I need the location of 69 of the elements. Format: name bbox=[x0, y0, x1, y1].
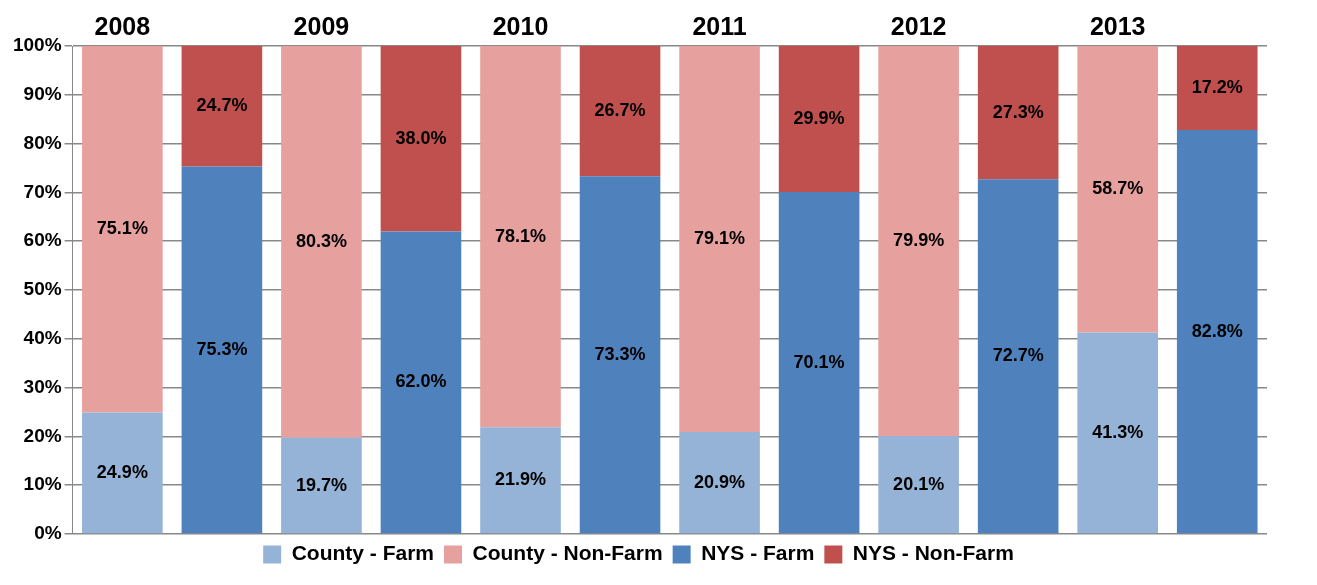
data-label: 70.1% bbox=[793, 351, 845, 372]
data-label: 20.9% bbox=[694, 471, 746, 492]
data-label: 24.7% bbox=[196, 95, 248, 116]
bar bbox=[82, 412, 163, 534]
data-label: 41.3% bbox=[1092, 421, 1144, 442]
data-label: 19.7% bbox=[295, 474, 347, 495]
bar bbox=[281, 46, 362, 438]
bar bbox=[82, 46, 163, 413]
x-tick-label: 2009 bbox=[293, 11, 350, 40]
bar bbox=[480, 46, 561, 428]
y-tick-label: 90% bbox=[23, 83, 62, 105]
bar bbox=[1077, 332, 1159, 534]
bar bbox=[1077, 46, 1159, 333]
bar bbox=[679, 46, 760, 433]
bar bbox=[380, 46, 462, 232]
data-label: 24.9% bbox=[96, 461, 148, 482]
data-label: 27.3% bbox=[992, 101, 1044, 122]
bar bbox=[1176, 46, 1258, 130]
data-label: 38.0% bbox=[395, 127, 447, 148]
y-tick-label: 10% bbox=[23, 473, 62, 495]
x-tick-label: 2011 bbox=[692, 11, 747, 40]
bar bbox=[579, 176, 661, 534]
data-label: 58.7% bbox=[1092, 178, 1144, 199]
data-label: 75.1% bbox=[96, 218, 148, 239]
bar bbox=[181, 166, 263, 534]
bar bbox=[778, 191, 860, 534]
y-tick-label: 80% bbox=[23, 131, 62, 153]
data-label: 26.7% bbox=[594, 100, 646, 121]
y-tick-label: 20% bbox=[23, 424, 62, 446]
x-tick-label: 2013 bbox=[1089, 11, 1146, 40]
bar bbox=[579, 46, 661, 177]
data-label: 20.1% bbox=[893, 473, 945, 494]
legend-label: County - Farm bbox=[291, 541, 434, 565]
bar bbox=[778, 46, 860, 192]
data-label: 75.3% bbox=[196, 338, 248, 359]
data-label: 17.2% bbox=[1191, 76, 1243, 97]
y-tick-label: 0% bbox=[34, 522, 62, 544]
bar bbox=[878, 46, 959, 436]
legend-label: NYS - Non-Farm bbox=[852, 541, 1014, 565]
y-tick-label: 70% bbox=[23, 180, 62, 202]
data-label: 29.9% bbox=[793, 107, 845, 128]
data-label: 79.9% bbox=[893, 229, 945, 250]
bar bbox=[878, 435, 959, 534]
bar bbox=[679, 432, 760, 534]
bar bbox=[480, 427, 561, 534]
y-tick-label: 40% bbox=[23, 327, 62, 349]
y-tick-label: 30% bbox=[23, 375, 62, 397]
data-label: 78.1% bbox=[494, 225, 547, 246]
legend-label: County - Non-Farm bbox=[472, 541, 663, 565]
y-tick-label: 100% bbox=[12, 34, 62, 56]
data-label: 62.0% bbox=[395, 371, 447, 392]
data-label: 79.1% bbox=[694, 227, 746, 248]
bar bbox=[181, 46, 263, 167]
bar bbox=[977, 46, 1059, 180]
data-label: 82.8% bbox=[1191, 320, 1243, 341]
bar bbox=[380, 231, 462, 534]
y-tick-label: 50% bbox=[23, 278, 62, 300]
y-tick-label: 60% bbox=[23, 229, 62, 251]
x-tick-label: 2008 bbox=[94, 11, 151, 40]
x-tick-label: 2012 bbox=[890, 11, 947, 40]
legend-label: NYS - Farm bbox=[701, 541, 815, 565]
bar bbox=[281, 437, 362, 534]
data-label: 73.3% bbox=[594, 343, 646, 364]
bar bbox=[977, 179, 1059, 534]
bar bbox=[1176, 129, 1258, 534]
x-tick-label: 2010 bbox=[492, 11, 549, 40]
data-label: 21.9% bbox=[494, 469, 547, 490]
data-label: 72.7% bbox=[992, 345, 1044, 366]
data-label: 80.3% bbox=[295, 230, 347, 251]
